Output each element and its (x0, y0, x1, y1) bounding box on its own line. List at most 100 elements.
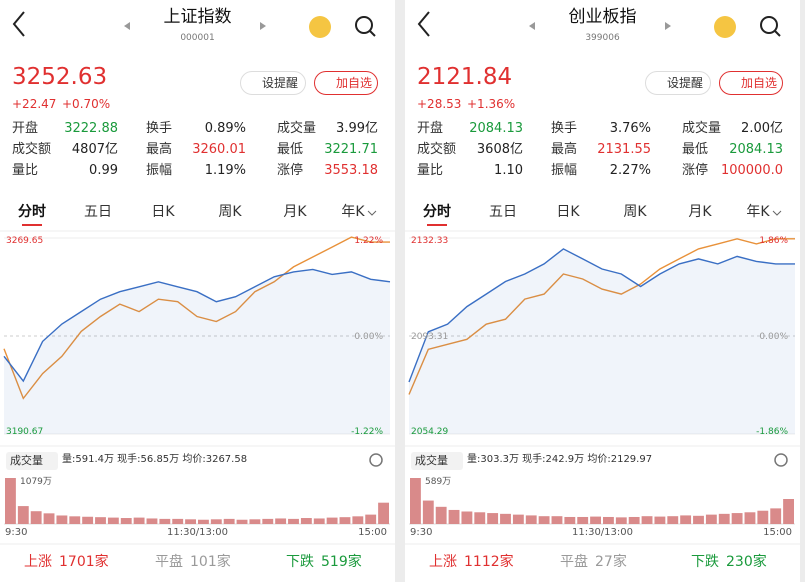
volume-bar (461, 511, 473, 524)
alert-button[interactable] (645, 71, 711, 95)
breadth-label: 上涨 (24, 554, 52, 570)
volume-bar (43, 513, 55, 524)
time-end: 15:00 (358, 527, 387, 538)
volume-bar (770, 508, 782, 524)
chart-min-pct: -1.86% (756, 427, 788, 437)
change: +28.53 (417, 97, 462, 111)
volume-bar (615, 517, 627, 524)
mascot-icon[interactable] (714, 16, 736, 38)
tab[interactable]: 分时 (18, 204, 46, 220)
volume-selector[interactable] (411, 452, 463, 470)
volume-bar (5, 478, 16, 524)
breadth-value: 1701家 (59, 554, 109, 570)
next-arrow[interactable] (260, 22, 266, 30)
time-mid: 11:30/13:00 (571, 527, 633, 538)
index-title: 上证指数 (163, 7, 232, 27)
volume-bar (159, 518, 171, 524)
chart-min-pct: -1.22% (351, 427, 383, 437)
volume-bar (146, 518, 158, 524)
stat-label: 最低 (277, 142, 304, 157)
watch-button-label[interactable]: 加自选 (336, 76, 373, 90)
stat-label: 涨停 (277, 163, 304, 178)
volume-bar (474, 512, 486, 524)
volume-bar (107, 517, 119, 524)
volume-selector-label[interactable]: 成交量 (10, 454, 43, 467)
tab[interactable]: 年K (746, 204, 770, 220)
watch-button-label[interactable]: 加自选 (741, 76, 778, 90)
price-line (3, 268, 391, 383)
stat-label: 成交量 (277, 121, 317, 136)
tab[interactable]: 分时 (423, 204, 451, 220)
tab[interactable]: 月K (688, 204, 712, 220)
volume-bar (95, 517, 106, 524)
volume-bar (680, 515, 692, 524)
change-pct: +0.70% (62, 97, 111, 111)
volume-bar (120, 518, 132, 524)
volume-bar (30, 511, 42, 524)
volume-bar (198, 519, 209, 524)
volume-bar (249, 519, 261, 524)
search-icon[interactable] (355, 16, 373, 34)
volume-bar (718, 513, 730, 524)
next-arrow[interactable] (665, 22, 671, 30)
alert-button[interactable] (240, 71, 306, 95)
avg-line (3, 236, 390, 400)
tab[interactable]: 五日 (84, 204, 112, 220)
alert-button-label[interactable]: 设提醒 (262, 76, 299, 90)
stat-label: 成交额 (12, 142, 52, 157)
tab[interactable]: 周K (623, 204, 647, 220)
volume-bar (410, 478, 421, 524)
chart-prev-close: 2093.31 (411, 332, 449, 342)
chart-min: 3190.67 (6, 427, 44, 437)
volume-bar (538, 516, 550, 524)
volume-selector-label[interactable]: 成交量 (415, 454, 448, 467)
back-icon[interactable] (12, 11, 25, 37)
volume-bar (487, 513, 499, 524)
volume-bar (500, 513, 511, 524)
breadth-value: 1112家 (464, 554, 514, 570)
breadth-value: 101家 (190, 554, 231, 570)
year-dropdown (367, 210, 377, 216)
chart-max-pct: 1.86% (759, 236, 788, 246)
watch-button[interactable] (719, 71, 783, 95)
alert-button-label[interactable]: 设提醒 (667, 76, 704, 90)
volume-bar (422, 500, 434, 524)
volume-bar (448, 509, 460, 524)
tab[interactable]: 周K (218, 204, 242, 220)
stat-value: 3553.18 (324, 163, 378, 178)
stat-value: 3608亿 (476, 142, 523, 157)
settings-icon[interactable] (774, 453, 788, 467)
prev-arrow[interactable] (124, 22, 130, 30)
back-icon[interactable] (417, 11, 430, 37)
tab[interactable]: 月K (283, 204, 307, 220)
volume-selector[interactable] (6, 452, 58, 470)
stat-label: 振幅 (551, 163, 578, 178)
chart-max: 3269.65 (6, 236, 44, 246)
tab[interactable]: 日K (151, 204, 175, 220)
mascot-icon[interactable] (309, 16, 331, 38)
index-code: 399006 (585, 33, 620, 43)
chart (0, 210, 395, 545)
volume-bar (223, 518, 235, 524)
search-handle (369, 30, 376, 37)
volume-bar (352, 516, 364, 524)
stat-label: 换手 (146, 121, 173, 136)
stat-value: 2.27% (609, 163, 651, 178)
volume-bar (654, 516, 666, 524)
stat-value: 1.10 (494, 163, 523, 178)
volume-bar (525, 515, 537, 524)
search-icon[interactable] (760, 16, 778, 34)
prev-arrow[interactable] (529, 22, 535, 30)
watch-button[interactable] (314, 71, 378, 95)
tab[interactable]: 五日 (489, 204, 517, 220)
time-mid: 11:30/13:00 (166, 527, 228, 538)
volume-info: 量:591.4万 现手:56.85万 均价:3267.58 (62, 454, 248, 465)
settings-icon[interactable] (369, 453, 383, 467)
index-code: 000001 (180, 33, 215, 43)
stat-value: 100000.0 (720, 163, 783, 178)
tab[interactable]: 年K (341, 204, 365, 220)
tab[interactable]: 日K (556, 204, 580, 220)
stock-panel: 创业板指 399006 2121.84 +28.53 +1.36% 设提醒 加自选 开盘 208… (405, 0, 800, 582)
volume-bar (339, 517, 351, 524)
volume-bar (275, 518, 287, 524)
